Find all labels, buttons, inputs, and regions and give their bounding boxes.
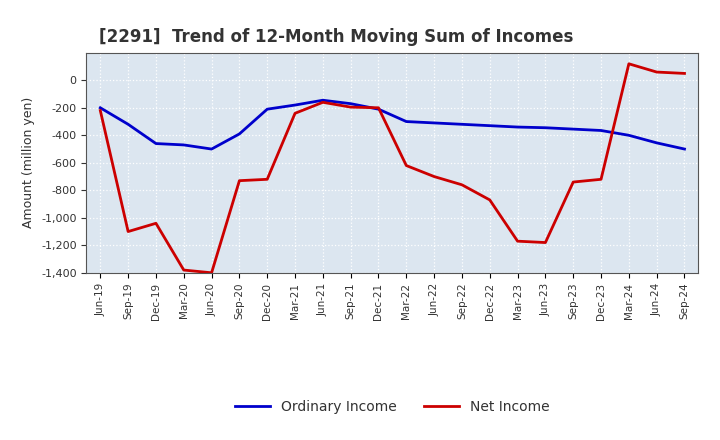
Net Income [541,240,550,245]
Ordinary Income [513,125,522,130]
Ordinary Income [624,132,633,138]
Net Income [152,220,161,226]
Ordinary Income [207,147,216,152]
Ordinary Income [263,106,271,112]
Ordinary Income [96,105,104,110]
Ordinary Income [402,119,410,124]
Ordinary Income [430,120,438,125]
Net Income [458,182,467,187]
Ordinary Income [374,106,383,112]
Ordinary Income [152,141,161,146]
Ordinary Income [652,140,661,146]
Ordinary Income [541,125,550,130]
Text: [2291]  Trend of 12-Month Moving Sum of Incomes: [2291] Trend of 12-Month Moving Sum of I… [99,28,573,46]
Ordinary Income [597,128,606,133]
Net Income [96,108,104,113]
Ordinary Income [346,101,355,106]
Ordinary Income [569,126,577,132]
Net Income [430,174,438,179]
Net Income [263,176,271,182]
Net Income [207,270,216,275]
Net Income [235,178,243,183]
Ordinary Income [485,123,494,128]
Net Income [624,61,633,66]
Ordinary Income [458,121,467,127]
Net Income [652,70,661,75]
Net Income [346,104,355,110]
Ordinary Income [291,103,300,108]
Net Income [680,71,689,76]
Legend: Ordinary Income, Net Income: Ordinary Income, Net Income [230,394,555,419]
Ordinary Income [124,121,132,127]
Ordinary Income [680,147,689,152]
Net Income [597,176,606,182]
Net Income [374,105,383,110]
Y-axis label: Amount (million yen): Amount (million yen) [22,97,35,228]
Line: Net Income: Net Income [100,64,685,273]
Net Income [124,229,132,234]
Net Income [402,163,410,168]
Ordinary Income [318,98,327,103]
Net Income [485,197,494,202]
Ordinary Income [235,131,243,136]
Net Income [179,268,188,273]
Line: Ordinary Income: Ordinary Income [100,100,685,149]
Net Income [513,238,522,244]
Net Income [291,110,300,116]
Ordinary Income [179,142,188,147]
Net Income [569,180,577,185]
Net Income [318,99,327,105]
